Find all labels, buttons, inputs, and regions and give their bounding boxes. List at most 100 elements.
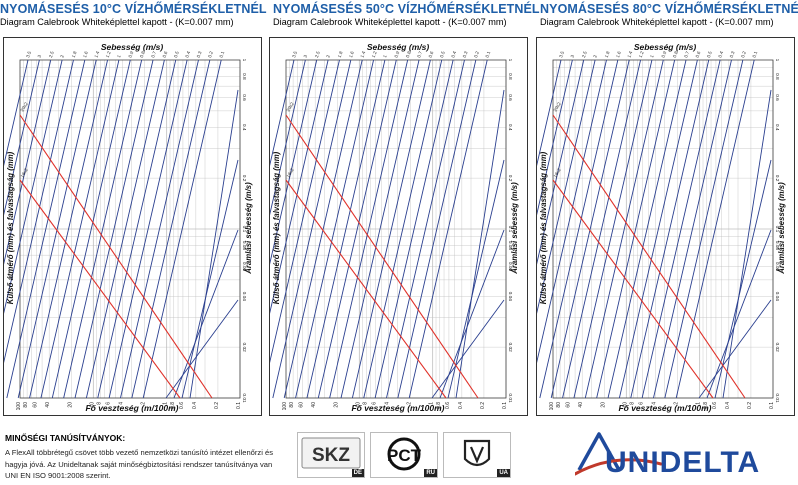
panel-title: NYOMÁSESÉS 80°C VÍZHŐMÉRSÉKLETNÉL — [540, 2, 798, 16]
certifications-title: MINŐSÉGI TANÚSÍTVÁNYOK: — [5, 433, 126, 443]
velocity-label: 2.5 — [581, 50, 588, 58]
chart-svg: 3.5 3 2.5 2 1.8 1.6 1.4 1.2 1 0.9 0.8 0.7 0.6 0.5 0.4 0… — [0, 42, 253, 413]
velocity-line — [283, 59, 363, 399]
velocity-line — [573, 59, 653, 399]
velocity-line — [641, 59, 721, 399]
x-tick-label: 80 — [23, 402, 29, 408]
y-tick-label-right: 0.06 — [241, 262, 247, 272]
x-tick-label: 6 — [106, 402, 112, 405]
y-tick-label-right: 0.04 — [774, 292, 780, 302]
y-tick-label-right: 0.2 — [507, 175, 513, 182]
ukrsepro-logo-tag: UA — [497, 469, 510, 477]
velocity-label: 0.8 — [139, 50, 146, 58]
velocity-label: 1.8 — [71, 50, 78, 58]
x-tick-label: 100 — [16, 402, 22, 411]
skz-logo-tag: DE — [351, 469, 364, 477]
velocity-line — [596, 59, 676, 399]
velocity-line — [706, 229, 772, 399]
x-axis-label: Fő veszteség (m/100m) — [618, 403, 711, 413]
y-tick-label-right: 0.2 — [774, 175, 780, 182]
y-tick-label-right: 0.08 — [774, 241, 780, 251]
velocity-line — [173, 229, 239, 399]
velocity-label: 0.2 — [740, 50, 747, 58]
y-tick-label-right: 1 — [774, 59, 780, 62]
y-axis-label-right: Áramlási sebesség (m/s) — [244, 182, 253, 275]
velocity-label: 1 — [116, 54, 122, 59]
y-tick-label-right: 0.04 — [241, 292, 247, 302]
panel-subtitle: Diagram Calebrook Whiteképlettel kapott … — [0, 17, 234, 27]
x-tick-label: 1 — [429, 402, 435, 405]
pipe-label: 20x2 — [20, 101, 30, 113]
x-tick-label: 1 — [696, 402, 702, 405]
velocity-line — [63, 59, 143, 399]
velocity-line — [272, 59, 352, 399]
x-tick-label: 6 — [639, 402, 645, 405]
velocity-label: 3.5 — [558, 50, 565, 58]
y-tick-label-right: 0.06 — [507, 262, 513, 272]
velocity-line — [40, 59, 120, 399]
velocity-line — [618, 59, 698, 399]
x-tick-label: 4 — [652, 402, 658, 405]
velocity-line — [386, 59, 465, 399]
y-tick-label-right: 0.4 — [241, 124, 247, 131]
velocity-label: 1.4 — [93, 50, 100, 58]
y-axis-label-right: Áramlási sebesség (m/s) — [777, 182, 786, 275]
velocity-label: 3.5 — [25, 50, 32, 58]
velocity-label: 1.6 — [348, 50, 355, 58]
velocity-line — [108, 59, 188, 399]
velocity-label: 1.6 — [615, 50, 622, 58]
x-tick-label: 10 — [89, 402, 95, 408]
unidelta-logo-graphic: UNIDELTA — [573, 432, 760, 479]
x-tick-label: 40 — [45, 402, 51, 408]
skz-logo-graphic: SKZ — [301, 437, 361, 469]
panel-title: NYOMÁSESÉS 50°C VÍZHŐMÉRSÉKLETNÉL — [273, 2, 540, 16]
x-tick-label: 0.4 — [192, 402, 198, 409]
velocity-line — [0, 59, 52, 282]
y-tick-label-right: 0.01 — [507, 393, 513, 403]
velocity-line — [74, 59, 154, 399]
velocity-label: 0.6 — [162, 50, 169, 58]
x-tick-label: 0.8 — [436, 402, 442, 409]
pipe-line-16x2 — [19, 179, 181, 399]
chart-svg: 3.5 3 2.5 2 1.8 1.6 1.4 1.2 1 0.9 0.8 0.7 0.6 0.5 0.4 0… — [215, 42, 519, 413]
x-tick-label: 2 — [141, 402, 147, 405]
velocity-label: 3 — [570, 54, 576, 59]
top-axis-label: Sebesség (m/s) — [367, 42, 430, 52]
y-tick-label-right: 0.08 — [507, 241, 513, 251]
velocity-label: 1.4 — [626, 50, 633, 58]
velocity-label: 2 — [59, 54, 65, 59]
unidelta-wordmark: UNIDELTA — [605, 446, 760, 479]
velocity-line — [528, 59, 607, 399]
velocity-line — [340, 59, 420, 399]
velocity-label: 1.6 — [82, 50, 89, 58]
y-tick-label-right: 0.02 — [774, 342, 780, 352]
unidelta-logo: UNIDELTA — [573, 430, 797, 480]
y-tick-label-right: 0.6 — [774, 94, 780, 101]
x-tick-label: 0.2 — [214, 402, 220, 409]
velocity-line — [317, 59, 397, 399]
velocity-line — [653, 59, 732, 399]
velocity-line — [142, 59, 222, 399]
x-tick-label: 0.4 — [725, 402, 731, 409]
velocity-line — [165, 299, 239, 399]
velocity-label: 0.2 — [207, 50, 214, 58]
y-tick-label-right: 0.08 — [241, 241, 247, 251]
velocity-label: 1.8 — [337, 50, 344, 58]
panel-header-10c: NYOMÁSESÉS 10°C VÍZHŐMÉRSÉKLETNÉL Diagra… — [0, 2, 267, 27]
velocity-label: 0.9 — [661, 50, 668, 58]
x-tick-label: 0.1 — [502, 402, 508, 409]
velocity-label: 0.9 — [128, 50, 135, 58]
x-tick-label: 6 — [372, 402, 378, 405]
velocity-line — [675, 59, 755, 399]
pipe-label: 16x2 — [553, 167, 563, 179]
chart-10c: 3.5 3 2.5 2 1.8 1.6 1.4 1.2 1 0.9 0.8 0.7 0.6 0.5 0.4 0… — [0, 37, 262, 416]
velocity-label: 0.1 — [218, 50, 225, 58]
velocity-line — [189, 89, 239, 399]
velocity-line — [0, 59, 29, 184]
top-axis-label: Sebesség (m/s) — [634, 42, 697, 52]
velocity-label: 0.5 — [439, 50, 446, 58]
x-tick-label: 100 — [549, 402, 555, 411]
velocity-line — [550, 59, 630, 399]
y-tick-label-right: 0.06 — [774, 262, 780, 272]
pipe-line-20x2 — [285, 114, 479, 399]
